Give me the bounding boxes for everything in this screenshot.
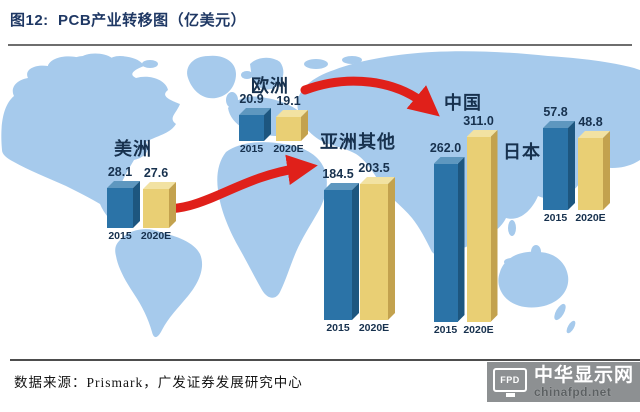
year-label-2020e: 2020E [140,230,172,242]
bar-column-2020e: 19.1 [270,94,307,141]
value-label: 57.8 [543,105,568,119]
bar-column-2020e: 27.6 [138,166,174,228]
year-labels: 2015 2020E [233,143,307,155]
value-label: 262.0 [429,141,462,155]
year-label-2015: 2015 [108,230,132,242]
bars: 28.1 27.6 [102,165,174,228]
bar-column-2020e: 311.0 [462,114,495,322]
bar-column-2015: 20.9 [233,92,270,141]
bar-column-2015: 28.1 [102,165,138,228]
year-label-2015: 2015 [239,143,264,155]
value-label: 203.5 [358,161,390,175]
bar-column-2015: 57.8 [538,105,573,210]
bars: 262.0 311.0 [429,114,495,322]
fpd-icon-label: FPD [493,367,527,392]
region-label-europe: 欧洲 [251,76,289,96]
value-label: 20.9 [239,92,264,106]
fpd-monitor-icon: FPD [493,367,527,397]
bar-2020e [578,138,603,210]
bar-column-2015: 184.5 [320,167,356,320]
year-label-2020e: 2020E [273,143,304,155]
bars: 20.9 19.1 [233,92,307,141]
year-label-2020e: 2020E [575,212,606,224]
year-label-2020e: 2020E [358,322,390,334]
year-label-2020e: 2020E [463,324,494,336]
region-label-china: 中国 [444,93,482,113]
figure-title: 图12: PCB产业转移图（亿美元） [10,12,247,29]
year-label-2015: 2015 [326,322,350,334]
value-label: 19.1 [276,94,301,108]
monitor-stand [505,392,515,397]
bar-column-2020e: 48.8 [573,115,608,210]
year-labels: 2015 2020E [429,324,495,336]
transfer-arrow-europe-to-china [300,76,440,117]
bar-2020e [276,117,301,141]
bar-2020e [143,189,169,228]
value-label: 311.0 [463,114,494,128]
bars: 57.8 48.8 [538,105,608,210]
region-label-asia-other: 亚洲其他 [320,132,396,152]
bar-2020e [360,184,388,320]
watermark-title: 中华显示网 [534,365,635,386]
region-label-americas: 美洲 [114,139,152,159]
bar-column-2015: 262.0 [429,141,462,322]
value-label: 28.1 [107,165,133,179]
continent-greenland [187,55,236,99]
year-labels: 2015 2020E [102,230,174,242]
bar-2015 [107,188,133,228]
bar-2015 [543,128,568,210]
bar-2015 [324,190,352,320]
watermark-text: 中华显示网 chinafpd.net [534,366,634,398]
year-labels: 2015 2020E [538,212,608,224]
value-label: 184.5 [322,167,354,181]
bars: 184.5 203.5 [320,161,392,320]
continent-north-america [1,53,181,228]
data-source: 数据来源：Prismark，广发证券发展研究中心 [14,375,303,390]
top-divider [8,44,632,46]
year-label-2015: 2015 [543,212,568,224]
value-label: 48.8 [578,115,603,129]
continent-australia [498,251,569,308]
watermark-subtitle: chinafpd.net [534,385,612,399]
watermark: FPD 中华显示网 chinafpd.net [487,362,640,402]
bar-2015 [433,164,458,322]
continent-africa [217,142,327,298]
value-label: 27.6 [143,166,169,180]
year-label-2015: 2015 [433,324,458,336]
bar-column-2020e: 203.5 [356,161,392,320]
region-label-japan: 日本 [503,142,541,162]
year-labels: 2015 2020E [320,322,392,334]
bar-2015 [239,115,264,141]
bottom-divider [10,359,640,361]
bar-2020e [466,137,491,322]
continent-south-america [115,229,203,338]
